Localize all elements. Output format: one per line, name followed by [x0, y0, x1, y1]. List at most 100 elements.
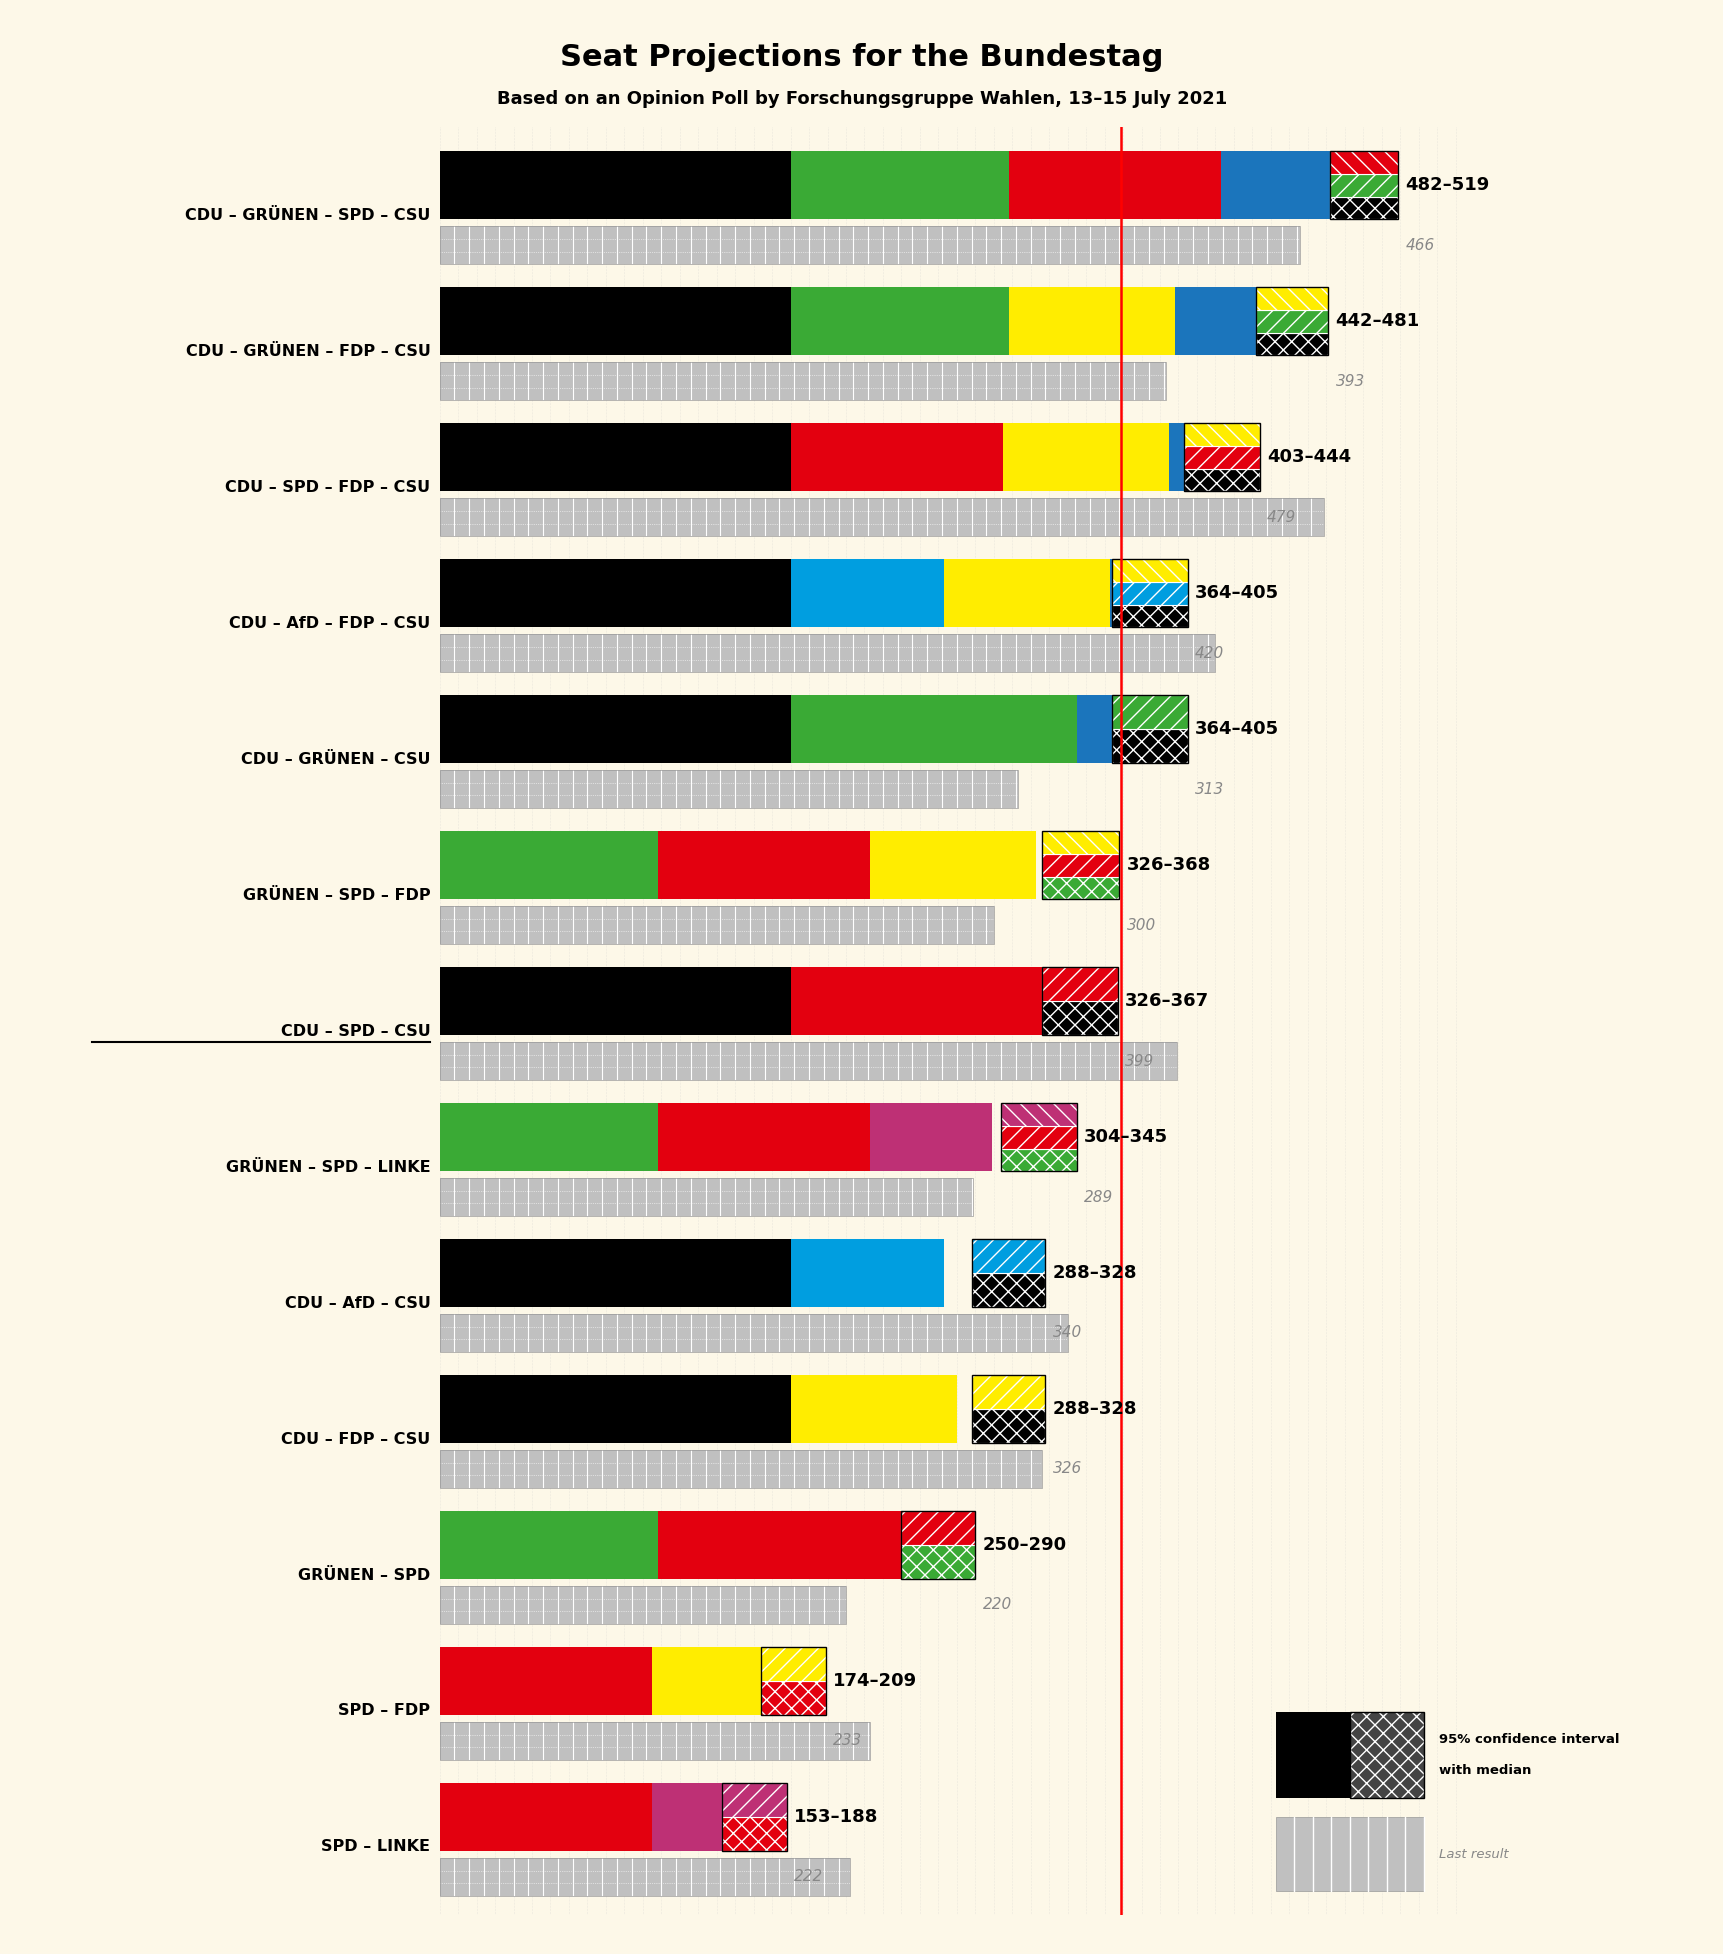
Text: 442–481: 442–481: [1335, 313, 1420, 330]
Bar: [1328, 152, 1397, 174]
Bar: [439, 287, 791, 356]
Bar: [791, 287, 1008, 356]
Text: CDU – GRÜNEN – FDP – CSU: CDU – GRÜNEN – FDP – CSU: [186, 344, 431, 360]
Bar: [656, 830, 870, 899]
Bar: [439, 635, 1215, 672]
Bar: [901, 1510, 975, 1579]
Bar: [439, 635, 1215, 672]
Bar: [1008, 152, 1220, 219]
Bar: [1184, 424, 1260, 490]
Text: 340: 340: [1053, 1325, 1082, 1340]
Text: 153–188: 153–188: [794, 1807, 879, 1827]
Bar: [1041, 877, 1118, 899]
Text: GRÜNEN – SPD – FDP: GRÜNEN – SPD – FDP: [243, 887, 431, 903]
Bar: [1003, 424, 1168, 490]
Bar: [439, 696, 791, 764]
Bar: [1328, 174, 1397, 197]
Bar: [722, 1784, 786, 1850]
Text: 220: 220: [982, 1598, 1011, 1612]
Bar: [1111, 696, 1187, 729]
Bar: [870, 1104, 991, 1170]
Bar: [1275, 1712, 1349, 1798]
Text: Last result: Last result: [1439, 1848, 1508, 1860]
Bar: [651, 1784, 750, 1850]
Bar: [439, 1041, 1175, 1081]
Bar: [439, 1587, 846, 1624]
Bar: [439, 361, 1165, 401]
Bar: [439, 498, 1323, 535]
Text: with median: with median: [1439, 1764, 1530, 1776]
Text: GRÜNEN – SPD – LINKE: GRÜNEN – SPD – LINKE: [226, 1159, 431, 1174]
Bar: [1111, 559, 1187, 582]
Bar: [1256, 332, 1327, 356]
Bar: [1041, 854, 1118, 877]
Bar: [439, 907, 992, 944]
Bar: [1001, 1149, 1077, 1170]
Text: 95% confidence interval: 95% confidence interval: [1439, 1733, 1618, 1745]
Bar: [944, 559, 1110, 627]
Bar: [1110, 559, 1111, 627]
Text: SPD – FDP: SPD – FDP: [338, 1704, 431, 1718]
Bar: [439, 1858, 849, 1895]
Text: 326: 326: [1053, 1462, 1082, 1477]
Bar: [760, 1647, 825, 1716]
Bar: [901, 1546, 975, 1579]
Bar: [972, 1376, 1044, 1409]
Bar: [439, 1721, 870, 1761]
Bar: [1184, 446, 1260, 469]
Bar: [1111, 582, 1187, 604]
Bar: [1041, 967, 1117, 1000]
Bar: [1111, 604, 1187, 627]
Bar: [791, 1376, 956, 1444]
Text: 304–345: 304–345: [1084, 1127, 1168, 1147]
Text: 399: 399: [1123, 1053, 1153, 1069]
Text: 420: 420: [1194, 645, 1223, 660]
Text: 250–290: 250–290: [982, 1536, 1067, 1553]
Bar: [1184, 424, 1260, 446]
Bar: [1041, 967, 1117, 1036]
Bar: [439, 1041, 1175, 1081]
Text: CDU – AfD – FDP – CSU: CDU – AfD – FDP – CSU: [229, 616, 431, 631]
Bar: [1220, 152, 1328, 219]
Text: 288–328: 288–328: [1053, 1401, 1137, 1419]
Bar: [1275, 1817, 1423, 1891]
Bar: [1008, 287, 1173, 356]
Bar: [791, 1239, 944, 1307]
Bar: [439, 1450, 1041, 1489]
Bar: [1111, 729, 1187, 764]
Bar: [791, 152, 1008, 219]
Bar: [439, 967, 791, 1036]
Bar: [1001, 1104, 1077, 1126]
Bar: [1328, 152, 1397, 219]
Text: SPD – LINKE: SPD – LINKE: [320, 1839, 431, 1854]
Bar: [1041, 830, 1118, 854]
Text: 326–368: 326–368: [1127, 856, 1210, 873]
Bar: [760, 1680, 825, 1716]
Bar: [656, 1510, 937, 1579]
Bar: [901, 1510, 975, 1546]
Bar: [1184, 469, 1260, 490]
Text: 288–328: 288–328: [1053, 1264, 1137, 1282]
Bar: [439, 424, 791, 490]
Bar: [656, 1104, 870, 1170]
Bar: [439, 227, 1299, 264]
Bar: [791, 696, 1077, 764]
Bar: [972, 1376, 1044, 1444]
Text: Based on an Opinion Poll by Forschungsgruppe Wahlen, 13–15 July 2021: Based on an Opinion Poll by Forschungsgr…: [496, 90, 1227, 107]
Bar: [439, 227, 1299, 264]
Bar: [1111, 559, 1187, 627]
Bar: [439, 498, 1323, 535]
Bar: [1041, 1000, 1117, 1036]
Text: 364–405: 364–405: [1194, 721, 1278, 739]
Bar: [1173, 287, 1256, 356]
Bar: [972, 1409, 1044, 1444]
Bar: [439, 1313, 1067, 1352]
Bar: [760, 1647, 825, 1680]
Text: CDU – GRÜNEN – SPD – CSU: CDU – GRÜNEN – SPD – CSU: [184, 207, 431, 223]
Bar: [1256, 287, 1327, 356]
Bar: [1256, 287, 1327, 311]
Text: 364–405: 364–405: [1194, 584, 1278, 602]
Bar: [1256, 311, 1327, 332]
Text: 479: 479: [1266, 510, 1296, 526]
Bar: [1077, 696, 1111, 764]
